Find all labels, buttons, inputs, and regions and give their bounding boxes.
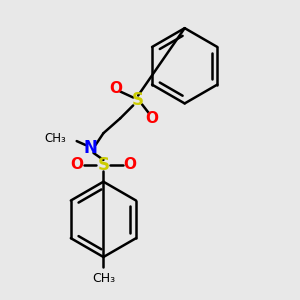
Text: S: S	[132, 92, 144, 110]
Text: CH₃: CH₃	[92, 272, 115, 285]
Text: O: O	[70, 158, 83, 172]
Text: CH₃: CH₃	[44, 132, 66, 145]
Text: O: O	[146, 111, 158, 126]
Text: N: N	[84, 139, 98, 157]
Text: O: O	[124, 158, 137, 172]
Text: O: O	[109, 81, 122, 96]
Text: S: S	[98, 156, 110, 174]
